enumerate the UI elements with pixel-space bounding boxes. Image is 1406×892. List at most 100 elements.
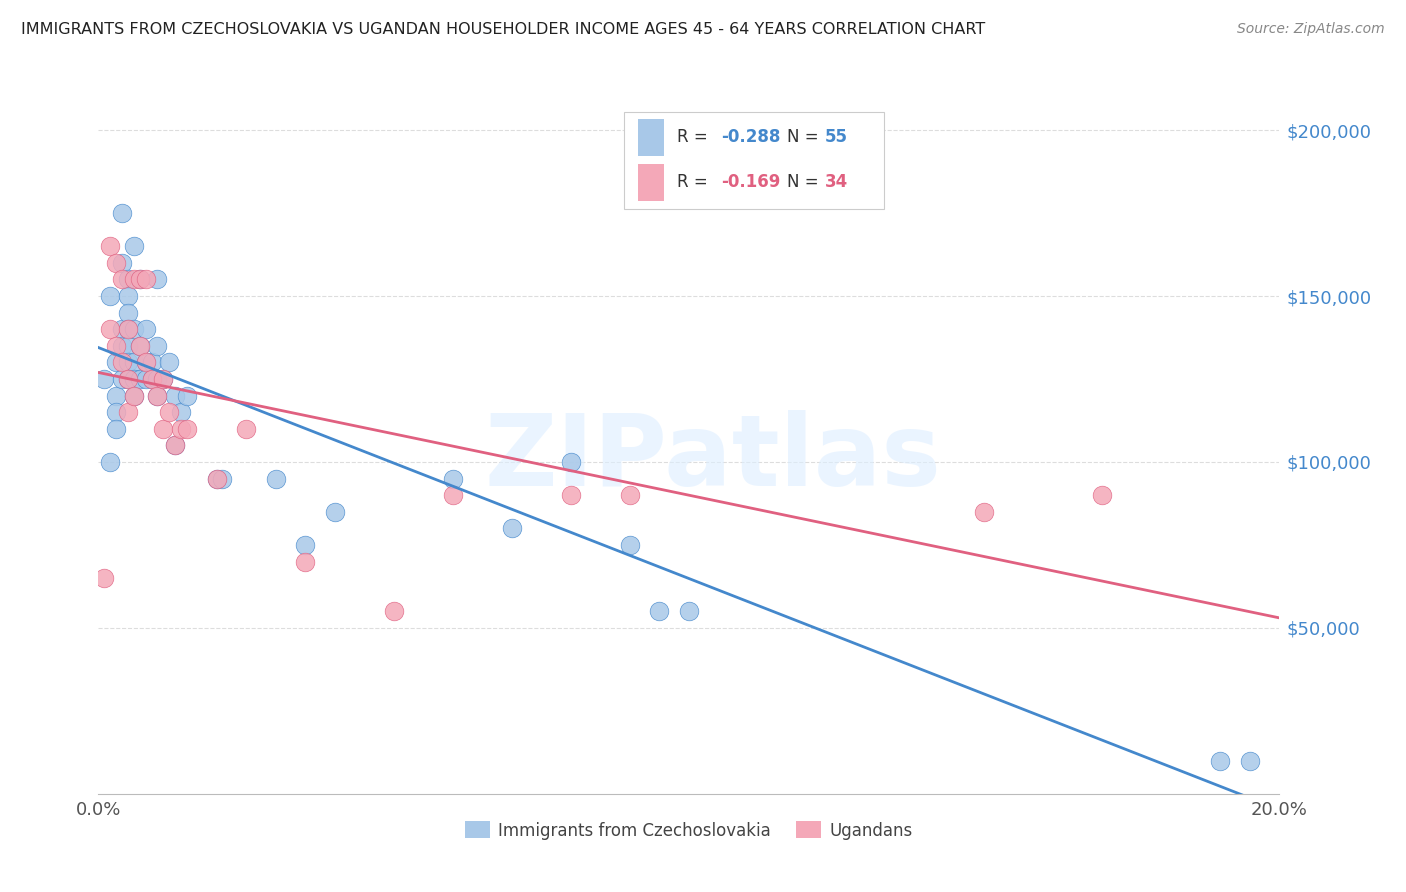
Point xyxy=(117,289,139,303)
Point xyxy=(98,322,121,336)
Point xyxy=(93,372,115,386)
Point xyxy=(105,256,128,270)
Point xyxy=(117,322,139,336)
Point xyxy=(152,422,174,436)
Point xyxy=(128,339,150,353)
Point xyxy=(141,355,163,369)
Point xyxy=(135,322,157,336)
Point xyxy=(117,322,139,336)
Point xyxy=(111,322,134,336)
Point xyxy=(678,604,700,618)
Point xyxy=(105,388,128,402)
Point xyxy=(122,239,145,253)
Point xyxy=(98,289,121,303)
Text: N =: N = xyxy=(787,173,824,192)
Point xyxy=(135,355,157,369)
Point xyxy=(170,405,193,419)
Point xyxy=(117,305,139,319)
Point xyxy=(122,372,145,386)
Point xyxy=(117,272,139,286)
Text: R =: R = xyxy=(678,173,713,192)
Point xyxy=(382,604,405,618)
Point xyxy=(441,472,464,486)
Point xyxy=(501,521,523,535)
Point xyxy=(323,505,346,519)
Text: IMMIGRANTS FROM CZECHOSLOVAKIA VS UGANDAN HOUSEHOLDER INCOME AGES 45 - 64 YEARS : IMMIGRANTS FROM CZECHOSLOVAKIA VS UGANDA… xyxy=(21,22,986,37)
Point xyxy=(122,388,145,402)
Point xyxy=(111,256,134,270)
Point xyxy=(141,372,163,386)
Point xyxy=(122,272,145,286)
Point xyxy=(122,355,145,369)
Point xyxy=(176,388,198,402)
Point xyxy=(211,472,233,486)
Point xyxy=(648,604,671,618)
Point xyxy=(205,472,228,486)
Point xyxy=(1091,488,1114,502)
Point xyxy=(111,272,134,286)
Point xyxy=(152,372,174,386)
Text: 55: 55 xyxy=(825,128,848,146)
Legend: Immigrants from Czechoslovakia, Ugandans: Immigrants from Czechoslovakia, Ugandans xyxy=(458,814,920,847)
Text: -0.169: -0.169 xyxy=(721,173,780,192)
Point xyxy=(117,405,139,419)
Point xyxy=(294,555,316,569)
Point xyxy=(176,422,198,436)
Point xyxy=(111,206,134,220)
Point xyxy=(122,322,145,336)
FancyBboxPatch shape xyxy=(638,164,664,201)
Point xyxy=(128,272,150,286)
Point xyxy=(111,339,134,353)
Point xyxy=(135,372,157,386)
Point xyxy=(146,388,169,402)
Text: R =: R = xyxy=(678,128,713,146)
Point xyxy=(98,239,121,253)
Point xyxy=(157,405,180,419)
Point xyxy=(117,355,139,369)
Text: -0.288: -0.288 xyxy=(721,128,780,146)
Point xyxy=(165,438,187,452)
Point xyxy=(128,272,150,286)
Point xyxy=(235,422,257,436)
Text: ZIPatlas: ZIPatlas xyxy=(484,410,941,507)
Point xyxy=(441,488,464,502)
Point xyxy=(98,455,121,469)
Point xyxy=(117,372,139,386)
Point xyxy=(146,272,169,286)
Point xyxy=(1209,754,1232,768)
Text: 34: 34 xyxy=(825,173,848,192)
FancyBboxPatch shape xyxy=(638,119,664,156)
Point xyxy=(146,372,169,386)
FancyBboxPatch shape xyxy=(624,112,884,209)
Point xyxy=(117,339,139,353)
Point xyxy=(152,372,174,386)
Point xyxy=(973,505,995,519)
Point xyxy=(264,472,287,486)
Point xyxy=(1239,754,1261,768)
Text: Source: ZipAtlas.com: Source: ZipAtlas.com xyxy=(1237,22,1385,37)
Point xyxy=(205,472,228,486)
Point xyxy=(128,339,150,353)
Point xyxy=(157,355,180,369)
Point xyxy=(619,538,641,552)
Point xyxy=(135,272,157,286)
Point xyxy=(93,571,115,585)
Point xyxy=(135,355,157,369)
Point xyxy=(146,339,169,353)
Point xyxy=(294,538,316,552)
Point xyxy=(105,422,128,436)
Point xyxy=(117,372,139,386)
Point xyxy=(170,422,193,436)
Point xyxy=(105,339,128,353)
Point xyxy=(128,372,150,386)
Text: N =: N = xyxy=(787,128,824,146)
Point xyxy=(141,372,163,386)
Point xyxy=(560,488,582,502)
Point xyxy=(146,388,169,402)
Point xyxy=(105,355,128,369)
Point xyxy=(619,488,641,502)
Point xyxy=(165,388,187,402)
Point xyxy=(165,438,187,452)
Point xyxy=(122,388,145,402)
Point xyxy=(105,405,128,419)
